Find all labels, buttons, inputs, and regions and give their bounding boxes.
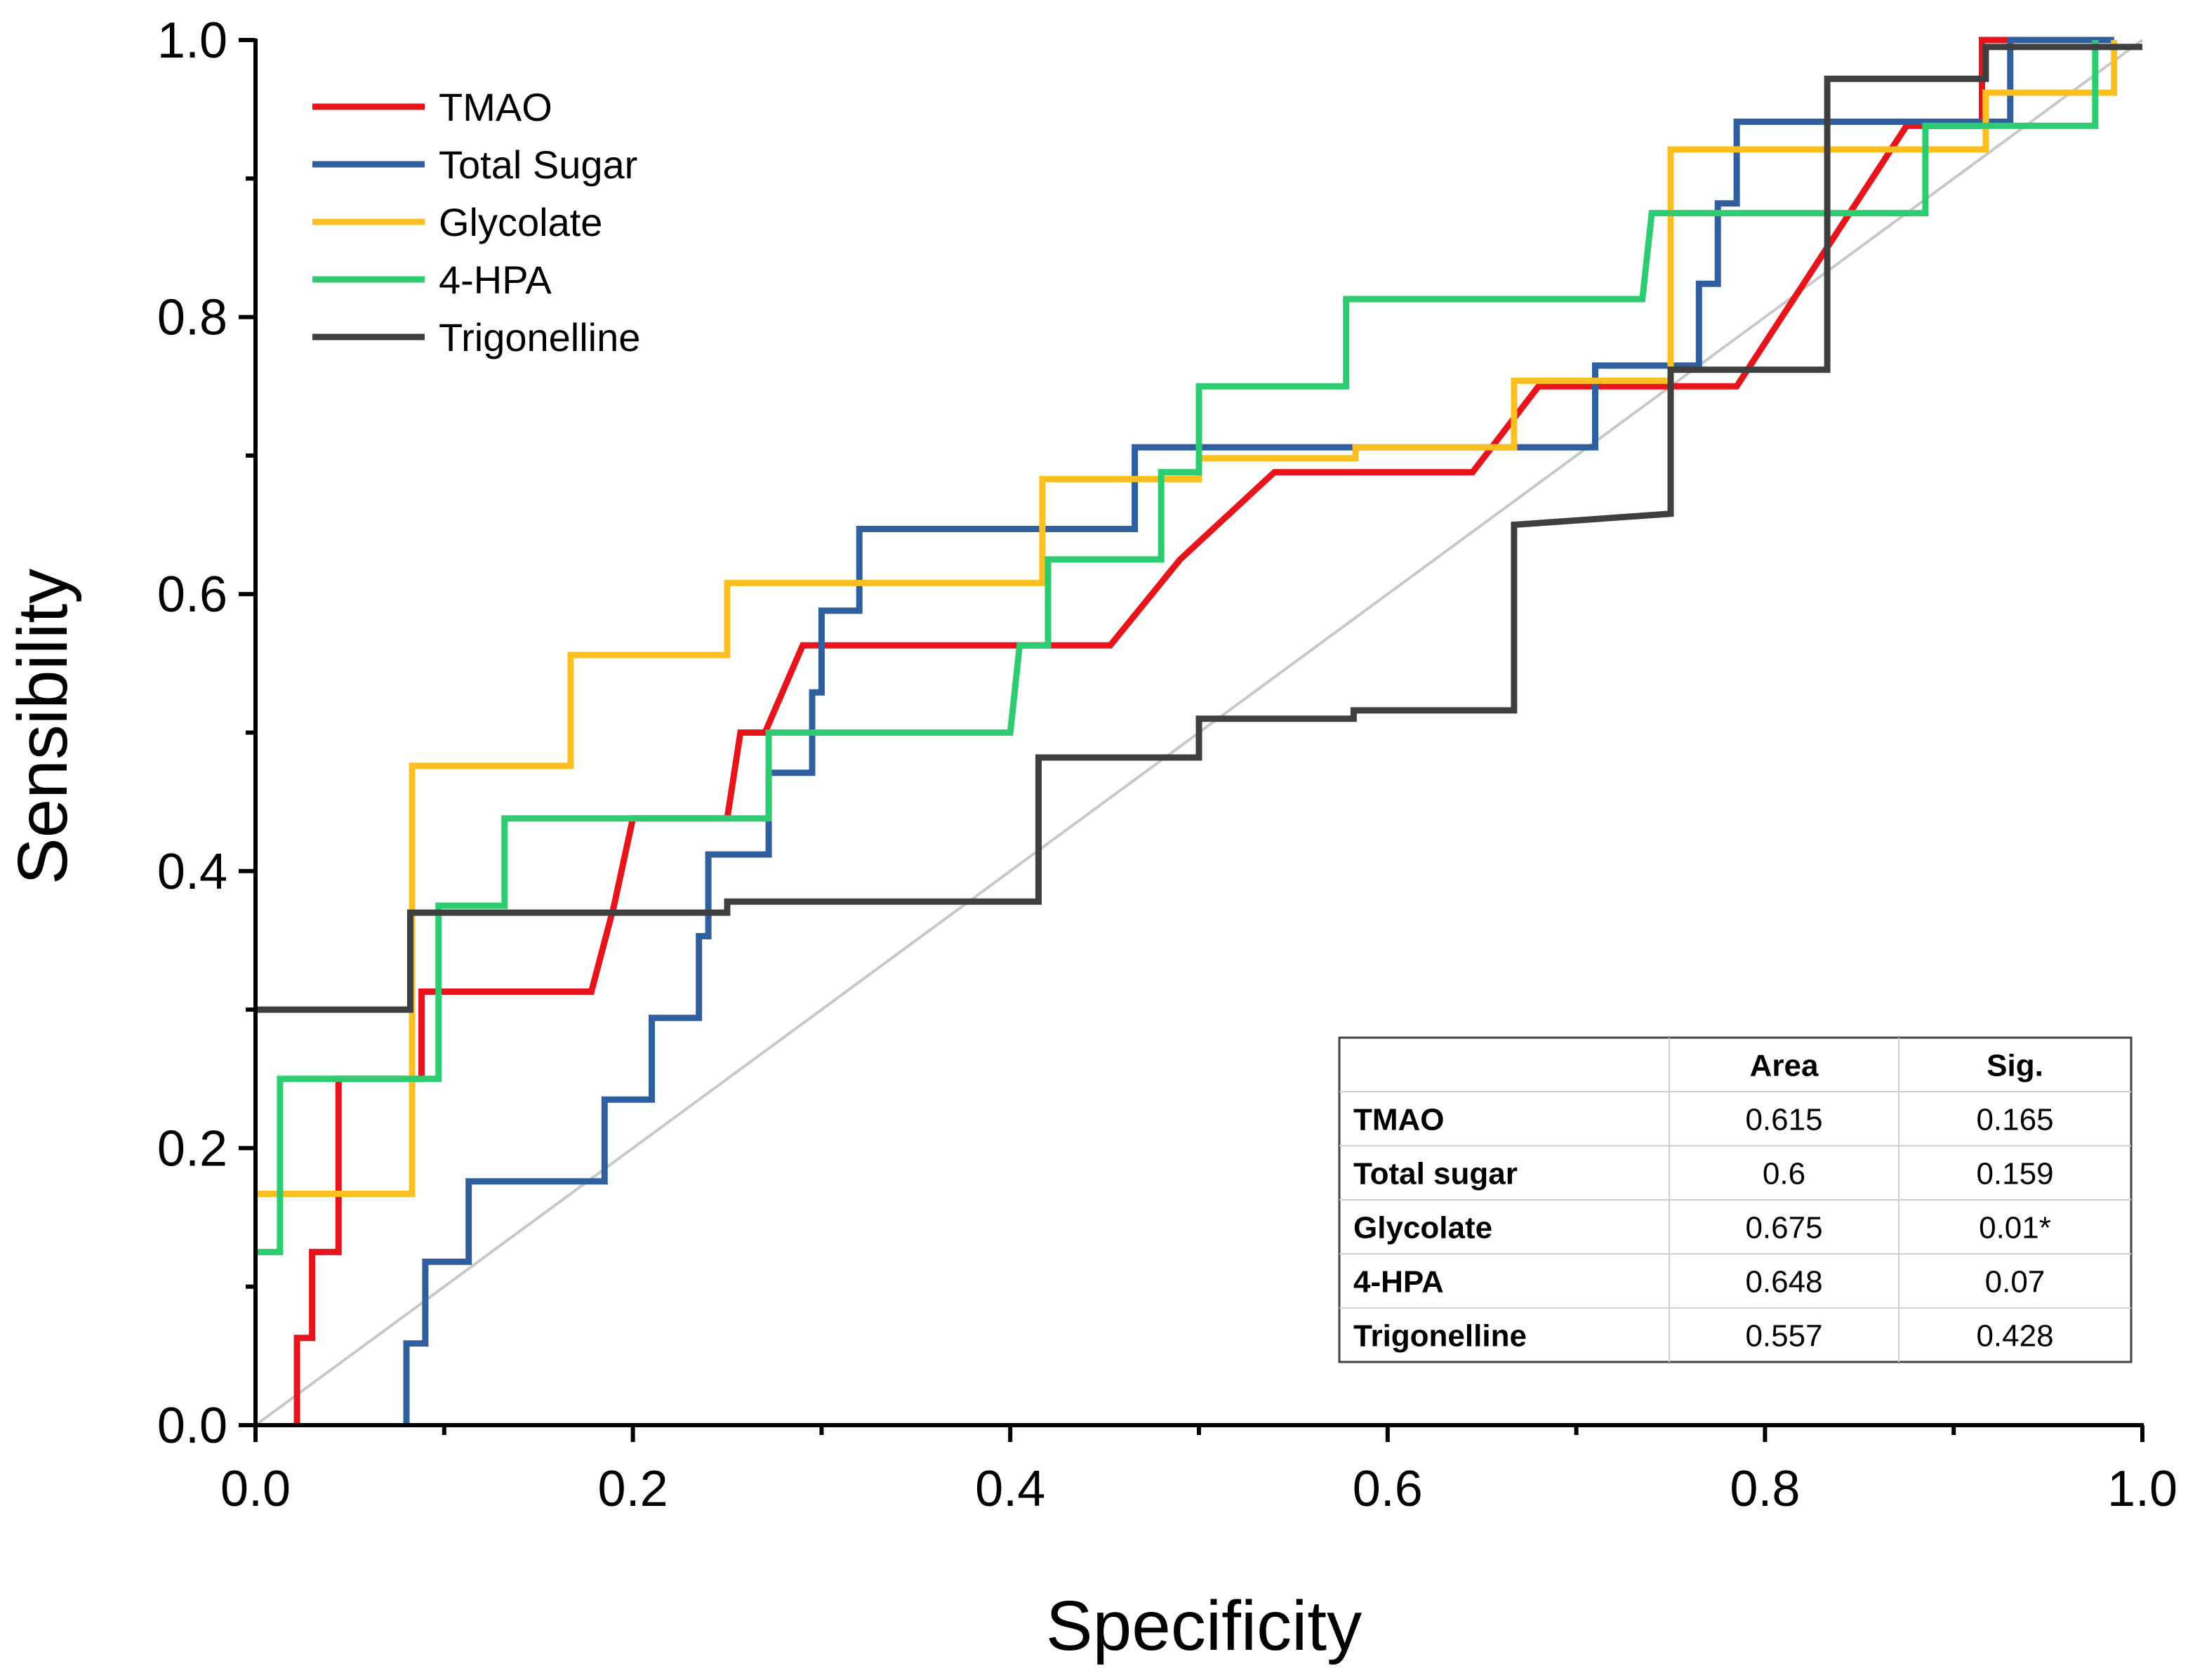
legend-label: Total Sugar: [439, 143, 637, 187]
table-cell: Trigonelline: [1353, 1319, 1527, 1354]
y-tick-label: 0.0: [157, 1398, 227, 1454]
table-cell: 0.165: [1976, 1103, 2053, 1137]
table-cell: 0.6: [1763, 1157, 1805, 1191]
x-tick-label: 0.4: [975, 1461, 1045, 1517]
table-cell: 0.615: [1745, 1103, 1822, 1137]
table-cell: 0.07: [1985, 1265, 2046, 1299]
legend-label: Trigonelline: [439, 315, 640, 359]
table-cell: 0.428: [1976, 1319, 2053, 1354]
series-line-tmao: [293, 37, 2114, 1425]
table-cell: 0.648: [1745, 1265, 1822, 1299]
table-cell: Total sugar: [1353, 1157, 1518, 1191]
series-line-4-hpa: [256, 40, 2099, 1255]
table-cell: Glycolate: [1353, 1211, 1492, 1245]
series-line-trigonelline: [256, 44, 2142, 1013]
axes: 0.0 0.2 0.4 0.6 0.8 1.0 0.0 0.2 0.4 0.6 0.8 1.0: [157, 13, 2177, 1517]
x-tick-label: 0.6: [1353, 1461, 1423, 1517]
x-tick-label: 0.2: [598, 1461, 668, 1517]
y-tick-label: 0.6: [157, 567, 227, 623]
x-tick-label: 0.0: [220, 1461, 291, 1517]
y-tick-label: 0.8: [157, 290, 227, 346]
y-tick-label: 1.0: [157, 13, 227, 69]
legend-label: TMAO: [439, 85, 552, 129]
plot-lines: [254, 37, 2144, 1427]
x-tick-label: 0.8: [1730, 1461, 1800, 1517]
table-cell: TMAO: [1353, 1103, 1445, 1137]
table-cell: 0.01*: [1979, 1211, 2051, 1245]
series-line-total-sugar: [403, 37, 2114, 1425]
table-cell: 0.557: [1745, 1319, 1822, 1354]
table-header-cell: Sig.: [1987, 1049, 2043, 1083]
y-axis-title: Sensibility: [4, 569, 82, 885]
table-cell: 0.675: [1745, 1211, 1822, 1245]
table-cell: 4-HPA: [1353, 1265, 1444, 1299]
table-header-cell: Area: [1750, 1049, 1819, 1083]
x-tick-label: 1.0: [2107, 1461, 2177, 1517]
y-tick-label: 0.4: [157, 844, 227, 900]
table-cell: 0.159: [1976, 1157, 2053, 1191]
y-tick-label: 0.2: [157, 1120, 227, 1177]
legend-label: Glycolate: [439, 200, 602, 244]
legend: TMAO Total Sugar Glycolate 4-HPA Trigonellin…: [312, 85, 640, 359]
stats-table: Area Sig. TMAO 0.615 0.165 Total sugar 0.6 0.15…: [1338, 1036, 2133, 1363]
legend-label: 4-HPA: [439, 258, 552, 302]
x-axis-title: Specificity: [1046, 1587, 1362, 1665]
